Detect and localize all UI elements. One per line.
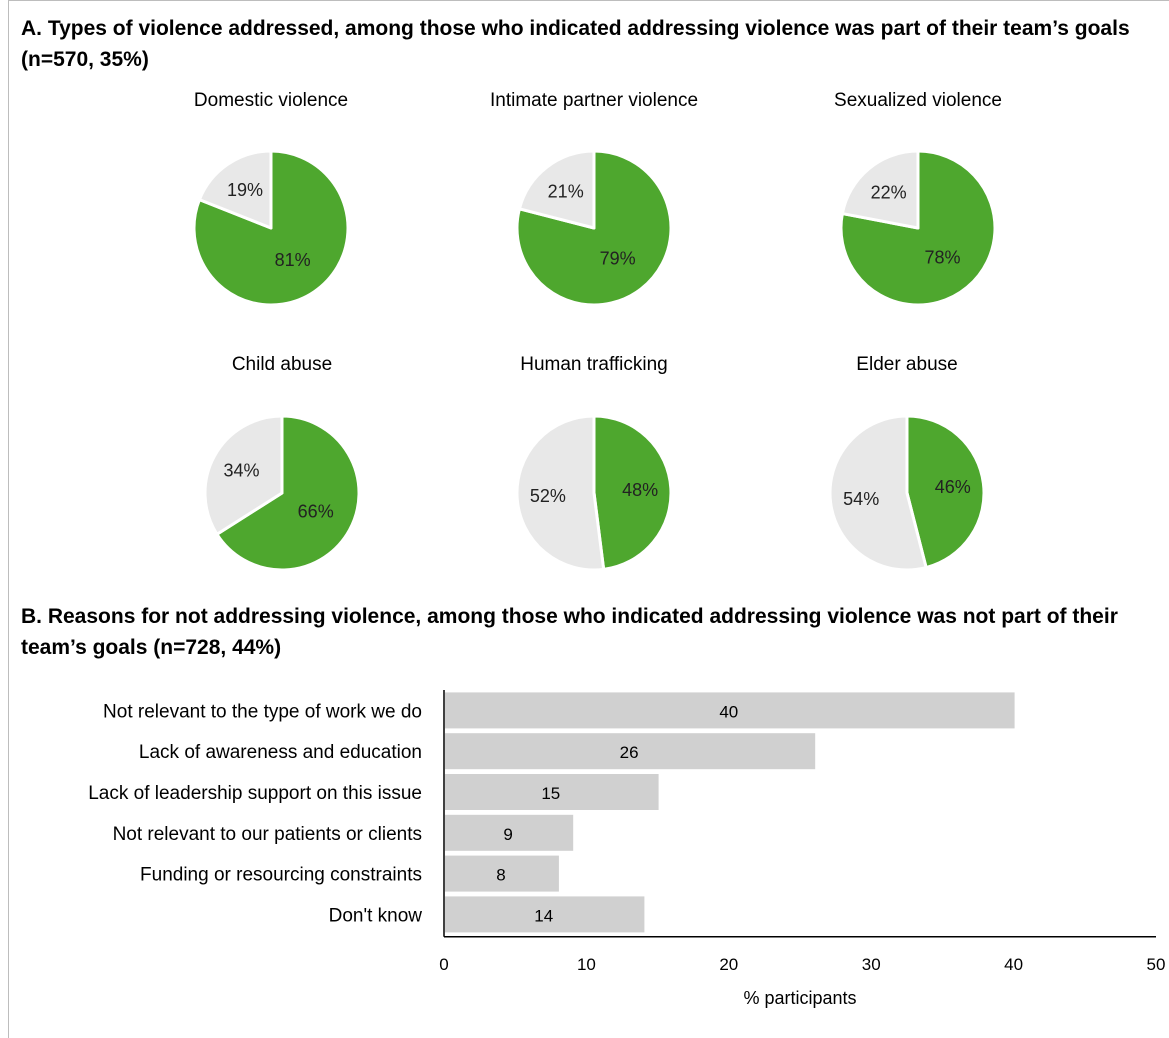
pie-label-no: 22% — [871, 182, 907, 202]
bar-value-label: 14 — [534, 906, 553, 925]
category-label: Not relevant to the type of work we do — [103, 701, 422, 722]
pie-label-no: 54% — [843, 489, 879, 509]
category-label: Don't know — [329, 905, 423, 926]
x-tick-label: 10 — [577, 955, 596, 974]
pie-chart-5: Human trafficking 48% 52% — [517, 354, 671, 570]
bar-value-label: 9 — [503, 825, 512, 844]
pie-title: Human trafficking — [520, 354, 668, 375]
pie-chart-2: Intimate partner violence 79% 21% — [490, 90, 698, 305]
category-label: Lack of leadership support on this issue — [88, 783, 422, 804]
x-tick-label: 30 — [862, 955, 881, 974]
pie-label-no: 19% — [227, 180, 263, 200]
pie-label-yes: 48% — [622, 480, 658, 500]
pie-chart-4: Child abuse 66% 34% — [205, 354, 359, 570]
x-tick-label: 40 — [1004, 955, 1023, 974]
pie-title: Elder abuse — [856, 354, 957, 375]
pie-chart-3: Sexualized violence 78% 22% — [834, 90, 1002, 305]
pie-title: Intimate partner violence — [490, 90, 698, 111]
x-tick-label: 20 — [719, 955, 738, 974]
pie-title: Child abuse — [232, 354, 332, 375]
pie-label-yes: 78% — [924, 248, 960, 268]
x-tick-label: 0 — [439, 955, 448, 974]
bar-value-label: 40 — [719, 702, 738, 721]
pie-label-no: 21% — [548, 182, 584, 202]
pie-label-no: 52% — [530, 486, 566, 506]
bar-value-label: 8 — [496, 866, 505, 885]
pie-label-yes: 66% — [298, 502, 334, 522]
pie-label-no: 34% — [223, 461, 259, 481]
pie-label-yes: 79% — [600, 248, 636, 268]
bar-value-label: 26 — [620, 743, 639, 762]
pie-chart-6: Elder abuse 46% 54% — [830, 354, 984, 570]
category-label: Funding or resourcing constraints — [140, 865, 422, 886]
pie-title: Domestic violence — [194, 90, 348, 111]
pie-label-yes: 81% — [275, 250, 311, 270]
pie-chart-1: Domestic violence 81% 19% — [194, 90, 348, 305]
bar-value-label: 15 — [541, 784, 560, 803]
bar-chart: Not relevant to the type of work we do 40… — [88, 690, 1165, 1008]
x-axis-title: % participants — [743, 988, 856, 1008]
x-tick-label: 50 — [1147, 955, 1166, 974]
pie-title: Sexualized violence — [834, 90, 1002, 111]
category-label: Not relevant to our patients or clients — [113, 824, 422, 845]
category-label: Lack of awareness and education — [139, 742, 422, 763]
pie-label-yes: 46% — [935, 477, 971, 497]
